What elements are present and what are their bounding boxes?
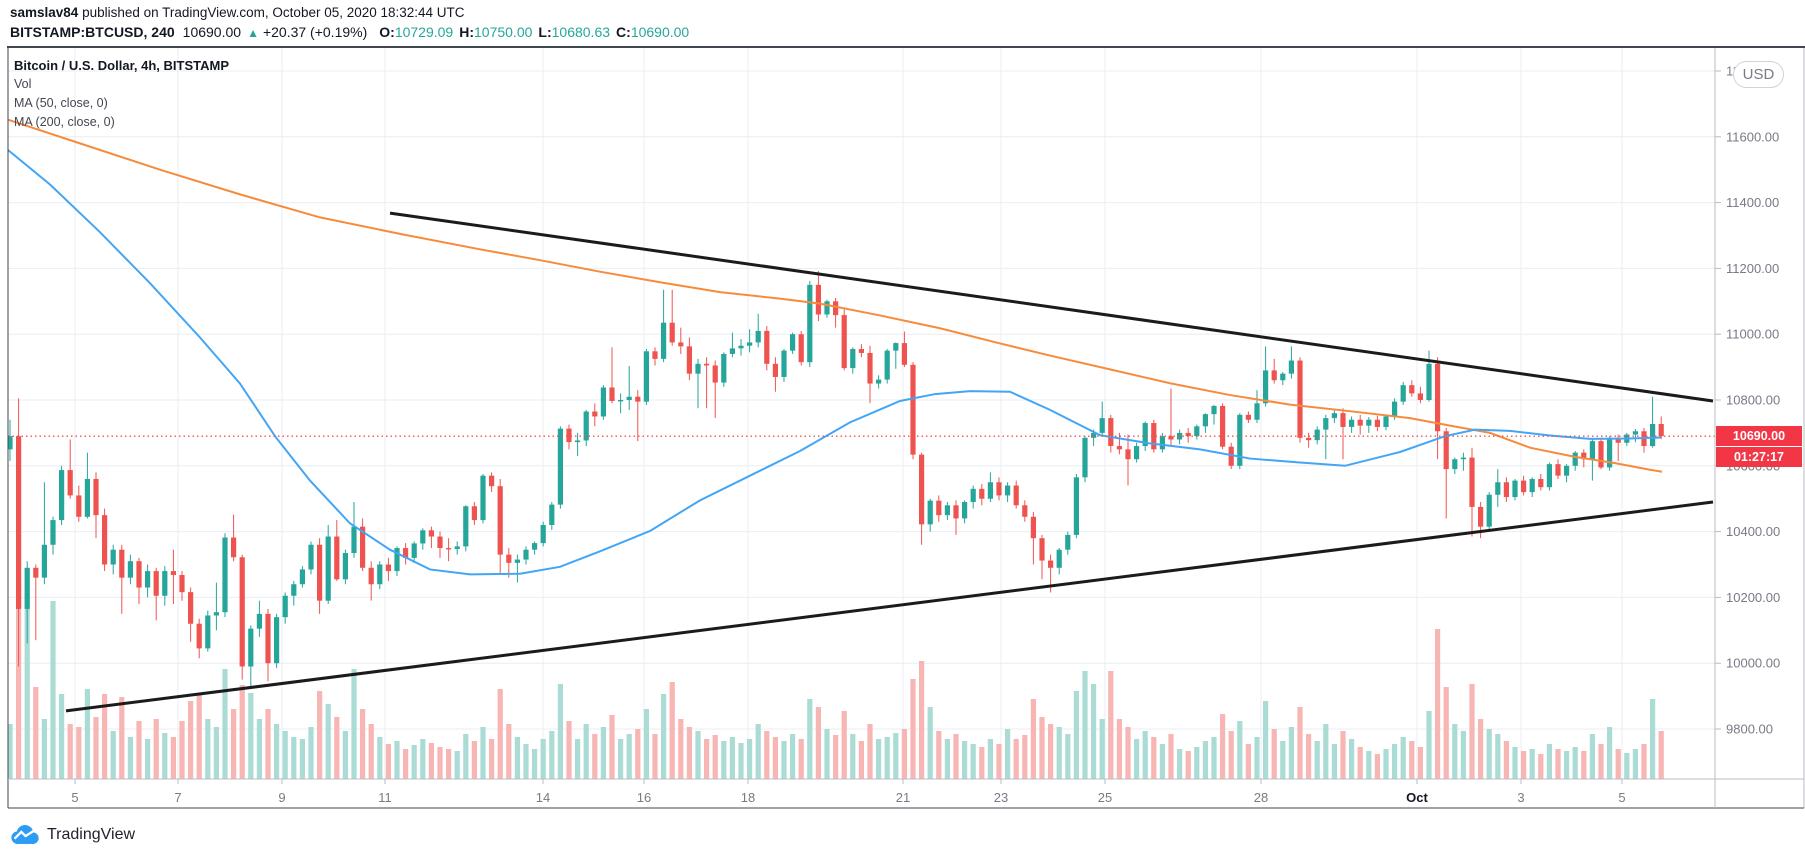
candles-layer: [8, 271, 1664, 687]
chart-plot-area[interactable]: [8, 48, 1715, 779]
svg-text:10200.00: 10200.00: [1726, 590, 1780, 605]
svg-text:14: 14: [536, 790, 550, 805]
legend-ma50: MA (50, close, 0): [14, 96, 108, 110]
open-value: 10729.09: [394, 24, 454, 40]
svg-text:7: 7: [174, 790, 181, 805]
open-key: O:: [379, 24, 395, 40]
high-key: H:: [459, 24, 474, 40]
high-value: 10750.00: [474, 24, 533, 40]
svg-text:11600.00: 11600.00: [1726, 129, 1779, 144]
svg-text:5: 5: [1618, 790, 1625, 805]
trendline-lower[interactable]: [65, 500, 1714, 713]
legend-ma200: MA (200, close, 0): [14, 115, 115, 129]
svg-text:11400.00: 11400.00: [1726, 195, 1779, 210]
svg-text:Oct: Oct: [1406, 790, 1428, 805]
close-value: 10690.00: [630, 24, 690, 40]
currency-usd-button[interactable]: USD: [1733, 61, 1784, 88]
publish-line: samslav84 published on TradingView.com, …: [10, 5, 465, 20]
svg-text:11200.00: 11200.00: [1726, 261, 1779, 276]
volume-layer: [8, 584, 1664, 779]
publish-info: published on TradingView.com, October 05…: [78, 5, 465, 20]
price-change: +20.37 (+0.19%): [262, 24, 368, 40]
svg-text:9: 9: [278, 790, 285, 805]
symbol-name: BITSTAMP:BTCUSD, 240: [10, 24, 175, 40]
last-price: 10690.00: [182, 24, 242, 40]
svg-text:25: 25: [1098, 790, 1112, 805]
svg-text:11: 11: [378, 790, 392, 805]
legend-symbol-title: Bitcoin / U.S. Dollar, 4h, BITSTAMP: [14, 58, 230, 73]
ma50-line: [8, 149, 1662, 576]
time-axis[interactable]: [8, 779, 1715, 808]
svg-text:9800.00: 9800.00: [1726, 722, 1773, 737]
low-value: 10680.63: [551, 24, 611, 40]
svg-text:16: 16: [637, 790, 651, 805]
price-axis[interactable]: [1715, 48, 1805, 779]
svg-text:10400.00: 10400.00: [1726, 524, 1780, 539]
low-key: L:: [538, 24, 552, 40]
last-price-chip: 10690.00: [1716, 426, 1802, 446]
svg-text:10800.00: 10800.00: [1726, 393, 1780, 408]
svg-text:21: 21: [896, 790, 910, 805]
svg-text:18: 18: [741, 790, 755, 805]
svg-text:11000.00: 11000.00: [1726, 327, 1779, 342]
plot-layer: [8, 118, 1715, 779]
ma200-line: [8, 118, 1663, 473]
tradingview-cloud-icon: [11, 825, 39, 844]
chart-legend: Bitcoin / U.S. Dollar, 4h, BITSTAMP Vol …: [14, 56, 229, 132]
author-name: samslav84: [10, 5, 79, 20]
tradingview-logo[interactable]: TradingView: [10, 824, 135, 845]
svg-text:10000.00: 10000.00: [1726, 656, 1780, 671]
trendline-upper[interactable]: [389, 211, 1714, 403]
svg-text:3: 3: [1517, 790, 1524, 805]
svg-text:5: 5: [71, 790, 78, 805]
symbol-ohlc-line: BITSTAMP:BTCUSD, 240 10690.00 ▲ +20.37 (+0.…: [10, 24, 689, 40]
legend-volume: Vol: [14, 77, 32, 91]
up-triangle-icon: ▲: [247, 26, 259, 40]
axis-layer: 9800.0010000.0010200.0010400.0010600.001…: [7, 46, 1805, 809]
tradingview-logo-text: TradingView: [47, 825, 136, 843]
bar-countdown-chip: 01:27:17: [1716, 447, 1802, 467]
svg-text:28: 28: [1254, 790, 1268, 805]
close-key: C:: [616, 24, 631, 40]
svg-text:23: 23: [994, 790, 1008, 805]
